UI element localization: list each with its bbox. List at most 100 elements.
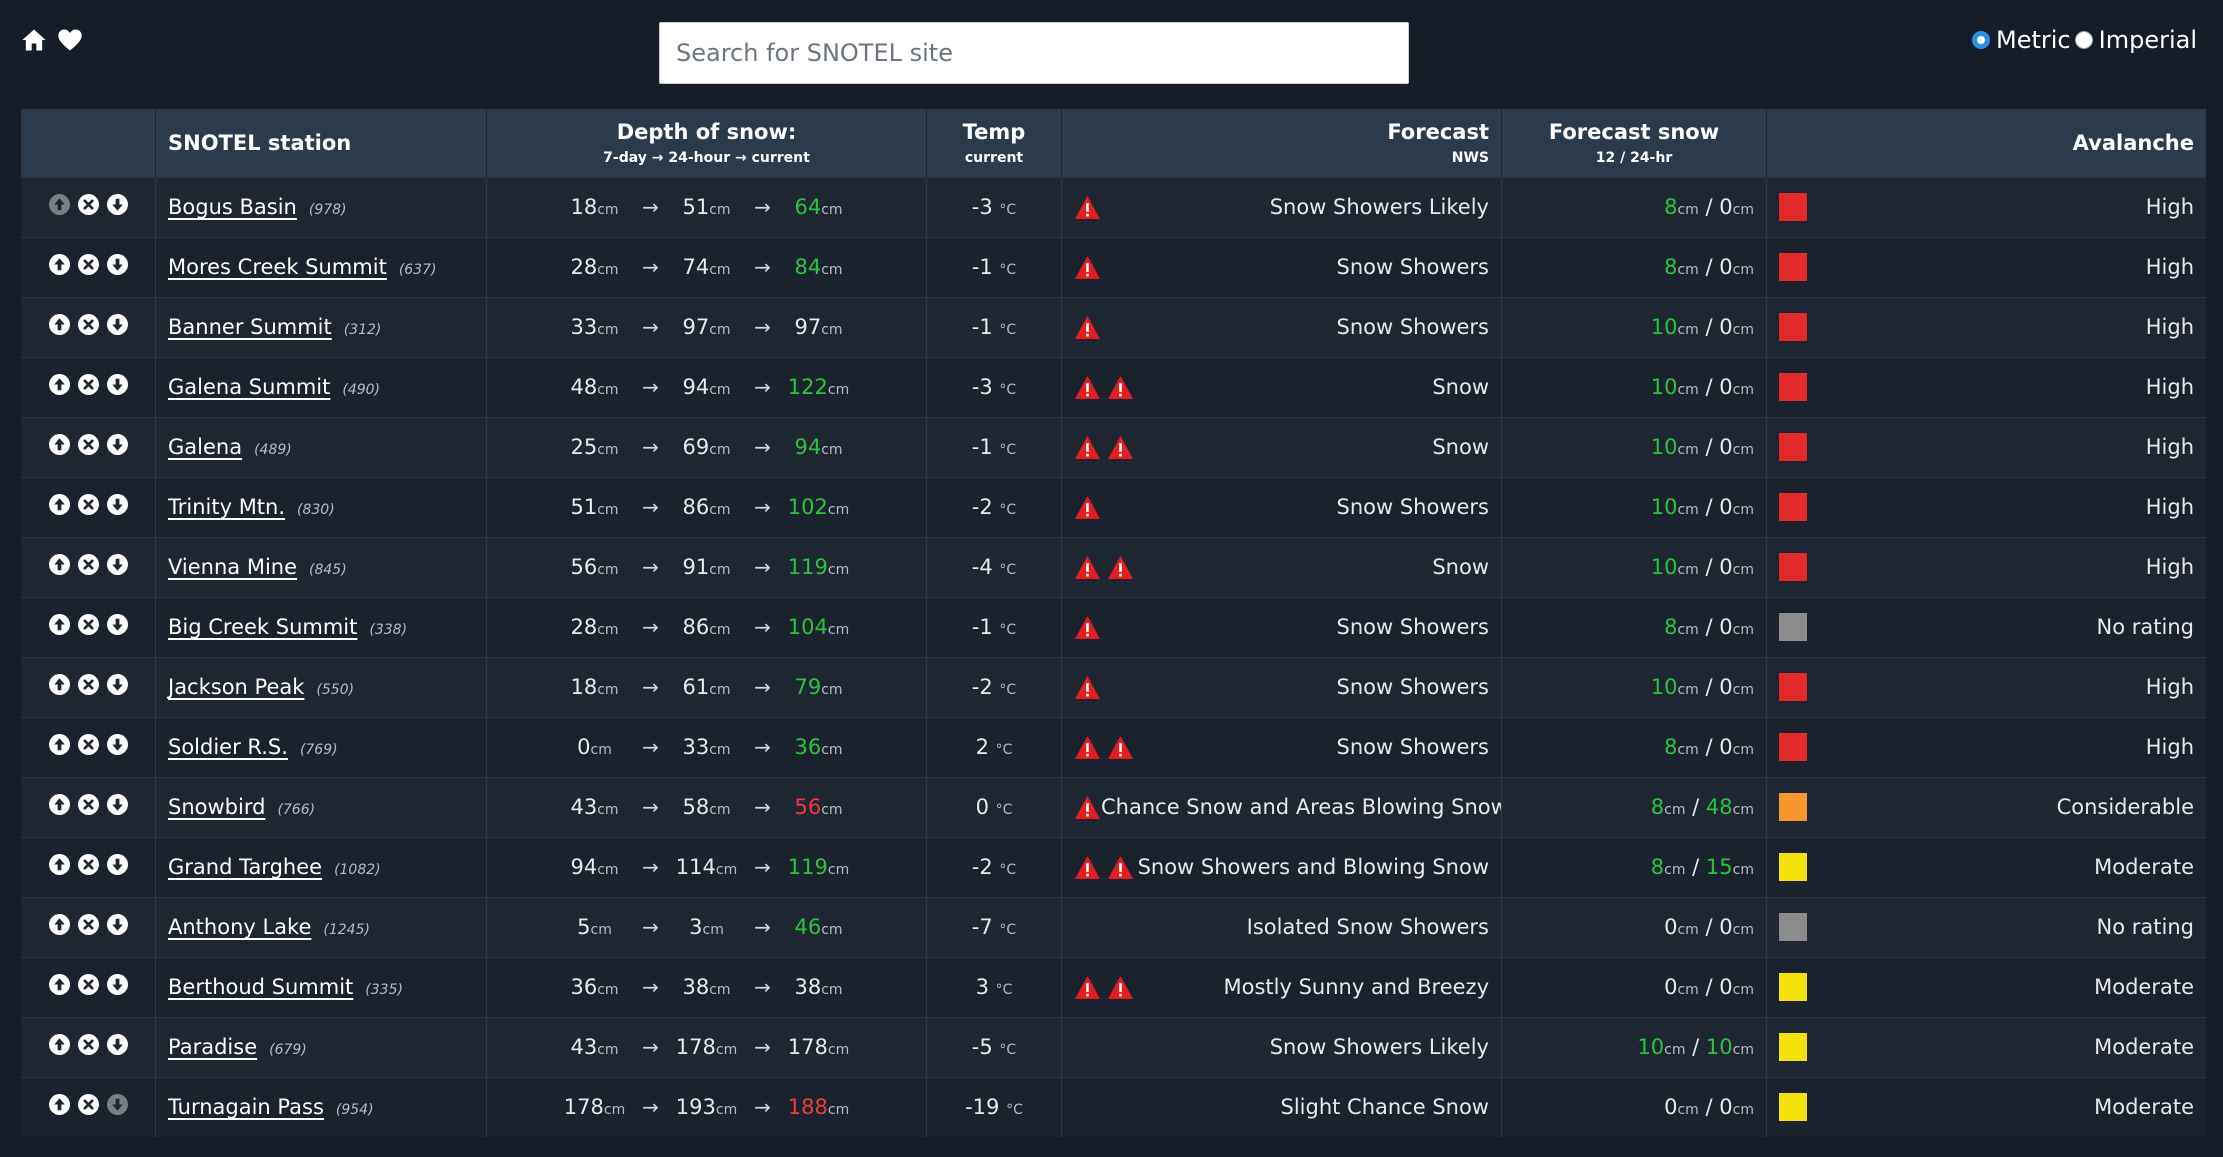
warning-icon[interactable] (1107, 435, 1134, 460)
station-link[interactable]: Galena Summit (168, 375, 331, 399)
temp-value: -1 (971, 255, 993, 279)
station-link[interactable]: Vienna Mine (168, 555, 298, 579)
station-link[interactable]: Trinity Mtn. (168, 495, 286, 519)
warning-icon[interactable] (1074, 615, 1101, 640)
metric-radio[interactable] (1972, 31, 1990, 49)
warning-icon[interactable] (1074, 795, 1101, 820)
station-id: (845) (309, 562, 347, 578)
move-down-icon[interactable] (106, 854, 128, 875)
warning-icon[interactable] (1074, 375, 1101, 400)
move-down-icon[interactable] (106, 1094, 128, 1116)
warning-icon[interactable] (1107, 855, 1134, 880)
move-up-icon[interactable] (48, 554, 70, 575)
imperial-option[interactable]: Imperial (2074, 26, 2197, 54)
station-link[interactable]: Berthoud Summit (168, 975, 354, 999)
move-down-icon[interactable] (106, 614, 128, 635)
station-link[interactable]: Grand Targhee (168, 855, 323, 879)
move-down-icon[interactable] (106, 734, 128, 755)
avalanche-rating: High (2145, 375, 2194, 399)
remove-icon[interactable] (77, 494, 99, 515)
station-link[interactable]: Galena (168, 435, 243, 459)
move-up-icon[interactable] (48, 734, 70, 755)
avalanche-rating: Moderate (2094, 1095, 2194, 1120)
warning-icon[interactable] (1074, 735, 1101, 760)
warning-icon[interactable] (1074, 195, 1101, 220)
move-down-icon[interactable] (106, 194, 128, 215)
search-input[interactable] (659, 22, 1409, 84)
remove-icon[interactable] (77, 374, 99, 395)
station-link[interactable]: Jackson Peak (168, 675, 305, 699)
imperial-radio[interactable] (2074, 31, 2093, 49)
remove-icon[interactable] (77, 314, 99, 335)
remove-icon[interactable] (77, 434, 99, 455)
warning-icon[interactable] (1107, 375, 1134, 400)
depth-7day: 18cm (550, 195, 640, 219)
warning-icon[interactable] (1074, 315, 1101, 340)
heart-icon[interactable] (56, 26, 84, 54)
warning-icon[interactable] (1107, 735, 1134, 760)
remove-icon[interactable] (77, 674, 99, 695)
move-up-icon[interactable] (48, 374, 70, 395)
fsnow-24h-value: 0 (1719, 975, 1733, 999)
warning-icon[interactable] (1074, 495, 1101, 520)
move-up-icon[interactable] (48, 614, 70, 635)
remove-icon[interactable] (77, 554, 99, 575)
move-up-icon[interactable] (48, 254, 70, 275)
warning-icon[interactable] (1074, 255, 1101, 280)
move-down-icon[interactable] (106, 494, 128, 515)
move-up-icon[interactable] (48, 194, 70, 215)
move-down-icon[interactable] (106, 794, 128, 815)
station-link[interactable]: Bogus Basin (168, 195, 297, 219)
station-link[interactable]: Mores Creek Summit (168, 255, 387, 279)
move-down-icon[interactable] (106, 554, 128, 575)
move-up-icon[interactable] (48, 794, 70, 815)
remove-icon[interactable] (77, 254, 99, 275)
move-down-icon[interactable] (106, 914, 128, 935)
move-up-icon[interactable] (48, 914, 70, 935)
move-up-icon[interactable] (48, 854, 70, 875)
station-link[interactable]: Soldier R.S. (168, 735, 288, 759)
move-down-icon[interactable] (106, 434, 128, 455)
station-link[interactable]: Paradise (168, 1035, 258, 1059)
unit-cm: cm (590, 922, 612, 938)
remove-icon[interactable] (77, 794, 99, 815)
unit-cm: cm (1677, 502, 1699, 518)
move-down-icon[interactable] (106, 374, 128, 395)
move-up-icon[interactable] (48, 1034, 70, 1055)
station-link[interactable]: Turnagain Pass (168, 1095, 324, 1120)
move-down-icon[interactable] (106, 1034, 128, 1055)
move-down-icon[interactable] (106, 674, 128, 695)
move-down-icon[interactable] (106, 314, 128, 335)
remove-icon[interactable] (77, 734, 99, 755)
move-down-icon[interactable] (106, 254, 128, 275)
move-up-icon[interactable] (48, 674, 70, 695)
remove-icon[interactable] (77, 614, 99, 635)
remove-icon[interactable] (77, 1034, 99, 1055)
warning-icon[interactable] (1074, 435, 1101, 460)
metric-option[interactable]: Metric (1972, 26, 2071, 54)
warning-icon[interactable] (1107, 975, 1134, 1000)
warning-icon[interactable] (1074, 675, 1101, 700)
station-link[interactable]: Banner Summit (168, 315, 332, 339)
warning-icon[interactable] (1074, 855, 1101, 880)
move-up-icon[interactable] (48, 494, 70, 515)
temp-value: -5 (971, 1035, 993, 1059)
home-icon[interactable] (20, 26, 48, 54)
move-down-icon[interactable] (106, 974, 128, 995)
move-up-icon[interactable] (48, 1094, 70, 1116)
remove-icon[interactable] (77, 854, 99, 875)
remove-icon[interactable] (77, 1094, 99, 1116)
unit-cm: cm (702, 922, 724, 938)
warning-icon[interactable] (1107, 555, 1134, 580)
warning-icon[interactable] (1074, 555, 1101, 580)
remove-icon[interactable] (77, 974, 99, 995)
station-link[interactable]: Big Creek Summit (168, 615, 358, 639)
station-link[interactable]: Snowbird (168, 795, 266, 819)
move-up-icon[interactable] (48, 974, 70, 995)
remove-icon[interactable] (77, 914, 99, 935)
station-link[interactable]: Anthony Lake (168, 915, 312, 939)
warning-icon[interactable] (1074, 975, 1101, 1000)
move-up-icon[interactable] (48, 434, 70, 455)
move-up-icon[interactable] (48, 314, 70, 335)
remove-icon[interactable] (77, 194, 99, 215)
